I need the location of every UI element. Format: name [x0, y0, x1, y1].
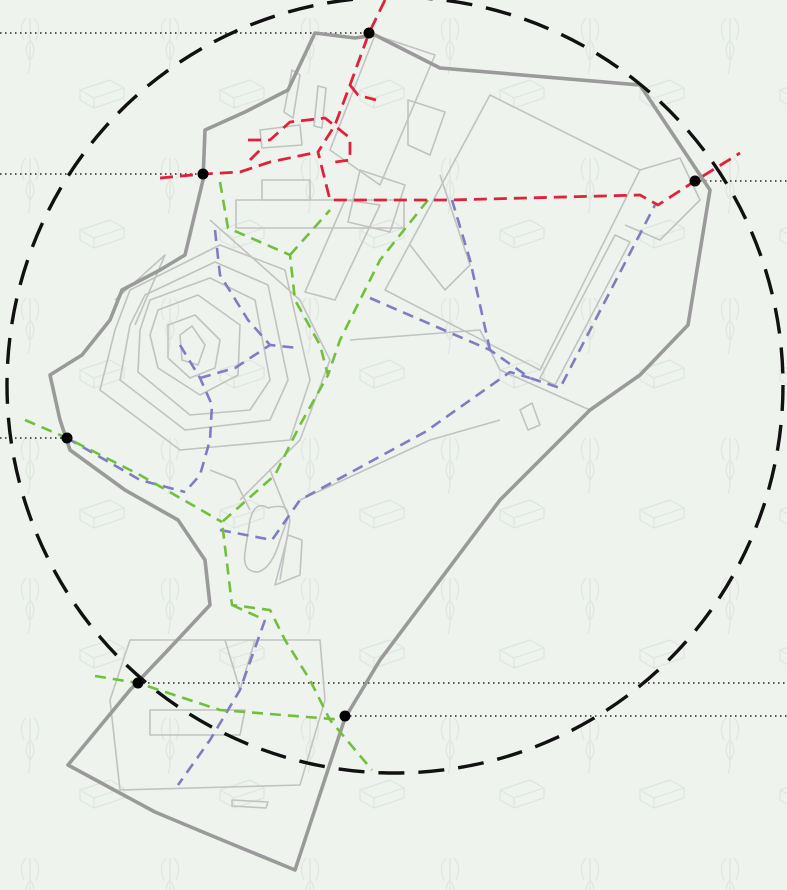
building-outline [149, 709, 246, 736]
field-outline [384, 94, 641, 371]
red-route [159, 0, 741, 207]
path-line [299, 419, 501, 501]
building-outline [304, 199, 381, 301]
pond-outline [243, 504, 289, 573]
building-outline [313, 85, 327, 129]
contour-line [119, 261, 289, 431]
access-node [339, 710, 351, 722]
route-segment [94, 674, 346, 722]
buffer-circle [5, 0, 785, 775]
route-segment [199, 343, 271, 380]
route-segment [248, 116, 352, 164]
access-nodes [61, 27, 701, 722]
route-segment [24, 418, 223, 524]
site-boundary [48, 31, 712, 872]
purple-route [66, 199, 657, 786]
contour-line [179, 325, 206, 366]
route-segment [231, 603, 266, 622]
path-line [624, 157, 701, 241]
route-segment [213, 229, 299, 350]
path-line [209, 469, 251, 511]
building-outline [519, 402, 541, 431]
route-segment [176, 619, 267, 786]
building-outline [407, 99, 446, 156]
green-route [24, 181, 430, 771]
building-outline [274, 534, 303, 586]
route-segment [369, 204, 657, 390]
path-line [409, 174, 471, 291]
access-node [363, 27, 375, 39]
access-node [132, 677, 144, 689]
path-line [209, 219, 331, 501]
building-outline [231, 799, 269, 809]
route-segment [249, 149, 261, 161]
route-segment [219, 370, 531, 542]
path-line [269, 469, 291, 581]
access-node [197, 168, 209, 180]
route-segment [326, 199, 430, 376]
contour-line [149, 294, 241, 396]
access-node [689, 175, 701, 187]
contour-line [167, 314, 221, 379]
route-segment [289, 209, 331, 256]
route-segment [159, 150, 319, 180]
route-segment [316, 0, 741, 207]
route-segment [218, 181, 373, 771]
access-node [61, 432, 73, 444]
route-segment [348, 84, 377, 102]
building-outline [329, 34, 436, 186]
route-segment [450, 199, 492, 351]
lower-area-outline [109, 639, 326, 791]
building-outline [261, 179, 311, 201]
route-segment [66, 436, 186, 494]
building-outline [347, 169, 406, 233]
contour-line [99, 244, 311, 451]
